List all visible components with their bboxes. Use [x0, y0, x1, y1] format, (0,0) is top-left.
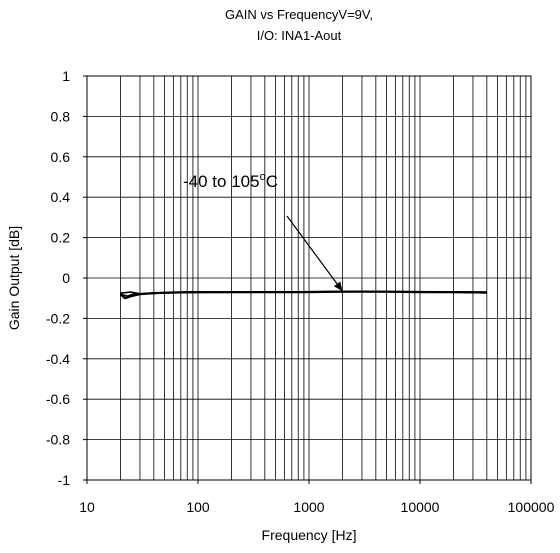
y-tick-label: 0.4 — [51, 189, 71, 205]
annotation-arrow — [286, 215, 338, 285]
x-tick-label: 1000 — [293, 499, 324, 515]
x-tick-label: 10 — [79, 499, 95, 515]
annotation-arrowhead — [333, 281, 343, 292]
x-tick-label: 10000 — [401, 499, 440, 515]
chart-title-line-1: GAIN vs FrequencyV=9V, — [225, 7, 373, 22]
y-tick-label: 0.6 — [51, 149, 71, 165]
y-tick-label: -0.6 — [46, 391, 70, 407]
y-tick-label: 1 — [62, 68, 70, 84]
series-line-3 — [120, 290, 487, 295]
annotation-degree: o — [260, 171, 266, 183]
y-tick-label: -0.2 — [46, 310, 70, 326]
y-axis-label: Gain Output [dB] — [6, 226, 22, 330]
grid — [87, 76, 531, 480]
chart-title-line-2: I/O: INA1-Aout — [257, 28, 342, 43]
series-group — [119, 290, 487, 300]
x-axis-ticks: 10 100 1000 10000 100000 — [79, 480, 555, 515]
y-tick-label: -0.4 — [46, 351, 70, 367]
y-tick-label: 0.8 — [51, 108, 71, 124]
annotation-main: -40 to 105 — [183, 172, 260, 191]
x-axis-label: Frequency [Hz] — [262, 527, 357, 543]
y-tick-label: 0.2 — [51, 230, 71, 246]
x-tick-label: 100 — [186, 499, 210, 515]
annotation-label: -40 to 105oC — [183, 171, 278, 191]
x-tick-label: 100000 — [508, 499, 555, 515]
y-tick-label: -0.8 — [46, 432, 70, 448]
y-axis-ticks: 1 0.8 0.6 0.4 0.2 0 -0.2 -0.4 -0.6 -0.8 -1 — [46, 68, 87, 488]
chart-title: GAIN vs FrequencyV=9V, I/O: INA1-Aout — [225, 7, 373, 43]
annotation-unit: C — [266, 172, 278, 191]
y-tick-label: -1 — [58, 472, 71, 488]
annotation: -40 to 105oC — [183, 171, 343, 292]
y-tick-label: 0 — [62, 270, 70, 286]
